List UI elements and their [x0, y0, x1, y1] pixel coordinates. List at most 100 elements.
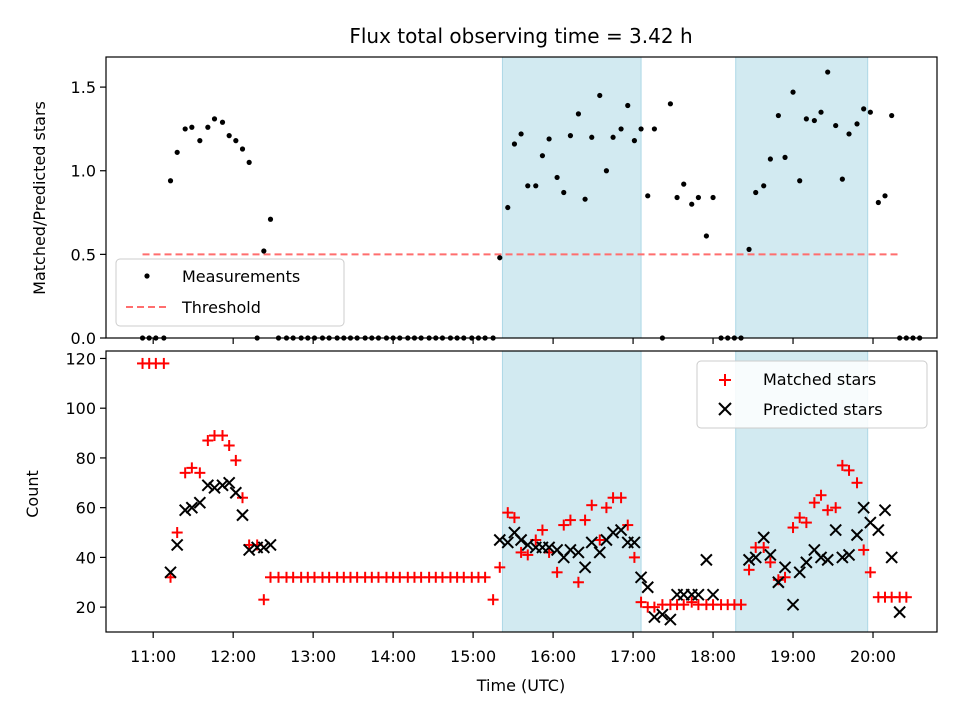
matched-point: [579, 514, 591, 526]
x-tick-label: 12:00: [210, 647, 256, 666]
matched-point: [648, 601, 660, 613]
matched-point: [179, 467, 191, 479]
matched-point: [508, 512, 520, 524]
matched-point: [515, 546, 527, 558]
matched-point: [851, 477, 863, 489]
matched-point: [558, 519, 570, 531]
matched-point: [594, 534, 606, 546]
predicted-point: [836, 551, 849, 564]
measurement-point: [533, 183, 539, 189]
matched-point: [186, 462, 198, 474]
matched-point: [237, 492, 249, 504]
matched-point: [779, 571, 791, 583]
measurement-point: [674, 194, 680, 201]
measurement-point: [505, 204, 511, 211]
measurement-point: [618, 126, 624, 132]
matched-point: [202, 435, 214, 447]
matched-point: [686, 596, 698, 608]
measurement-point: [651, 126, 658, 132]
matched-point: [735, 599, 747, 611]
predicted-point: [700, 553, 713, 567]
measurement-point: [645, 193, 651, 199]
measurement-point: [825, 69, 831, 75]
y-tick-label: 0.5: [71, 245, 96, 264]
matched-point: [487, 594, 499, 606]
measurement-point: [803, 116, 809, 122]
measurement-point: [811, 117, 817, 124]
predicted-point: [164, 566, 177, 579]
measurement-point: [239, 146, 246, 152]
matched-point: [615, 492, 627, 504]
legend-marker-measurements: [144, 273, 150, 279]
top-legend: Measurements Threshold: [115, 258, 345, 327]
predicted-point: [872, 523, 885, 537]
bottom-panel: 20 40 60 80 100 120 11:00 12:00 13:00 14:00 15:00…: [23, 349, 938, 695]
predicted-stars-series: [164, 476, 906, 626]
measurement-point: [597, 92, 603, 99]
legend-label-predicted: Predicted stars: [763, 400, 883, 419]
measurement-point: [546, 136, 552, 142]
predicted-point: [493, 533, 506, 547]
predicted-point: [193, 496, 207, 509]
predicted-point: [564, 543, 577, 557]
matched-point: [858, 544, 870, 556]
predicted-point: [229, 486, 243, 499]
predicted-point: [628, 536, 641, 549]
measurement-point: [861, 106, 867, 112]
predicted-point: [692, 588, 705, 601]
measurement-point: [753, 189, 759, 196]
predicted-point: [648, 610, 661, 624]
measurement-point: [219, 119, 226, 125]
measurement-point: [211, 116, 218, 122]
predicted-point: [857, 501, 870, 514]
matched-point: [743, 564, 755, 576]
measurement-point: [497, 255, 503, 261]
y-tick-label: 0.0: [71, 329, 96, 348]
x-tick-label: 11:00: [130, 647, 176, 666]
matched-point: [522, 549, 534, 561]
measurement-point: [867, 109, 873, 115]
matched-point: [808, 497, 820, 509]
matched-point: [864, 566, 876, 578]
y-tick-label: 20: [76, 598, 96, 617]
bottom-legend: Matched stars Predicted stars: [696, 360, 928, 429]
predicted-point: [749, 551, 762, 564]
bottom-y-ticks: 20 40 60 80 100 120: [65, 349, 106, 617]
measurement-point: [638, 126, 644, 132]
measurement-point: [267, 216, 274, 222]
predicted-point: [778, 561, 792, 574]
measurement-point: [182, 126, 188, 132]
matched-point: [171, 527, 183, 539]
measurement-point: [567, 133, 574, 139]
measurement-point: [761, 183, 767, 189]
matched-point: [800, 517, 812, 529]
legend-marker-matched: [719, 374, 731, 386]
top-y-ticks: 0.0 0.5 1.0 1.5: [71, 78, 106, 348]
top-panel: 0.0 0.5 1.0 1.5 Matched/Predicted stars Mea…: [30, 56, 938, 348]
predicted-point: [706, 588, 720, 601]
measurement-point: [167, 178, 174, 184]
y-tick-label: 1.5: [71, 78, 96, 97]
predicted-point: [772, 576, 785, 589]
measurement-point: [667, 101, 673, 107]
measurement-point: [846, 131, 852, 137]
chart-title: Flux total observing time = 3.42 h: [349, 24, 692, 48]
measurement-point: [889, 112, 895, 119]
measurement-point: [833, 122, 839, 129]
predicted-point: [742, 553, 756, 567]
measurement-point: [797, 178, 803, 184]
measurement-point: [603, 168, 610, 174]
matched-point: [586, 499, 598, 511]
matched-point: [502, 507, 514, 519]
matched-point: [551, 566, 563, 578]
predicted-point: [521, 538, 534, 552]
predicted-point: [572, 546, 585, 559]
predicted-point: [878, 503, 892, 517]
measurement-point: [205, 124, 211, 130]
predicted-point: [585, 536, 598, 549]
matched-point: [494, 561, 506, 573]
matched-point: [622, 519, 634, 531]
predicted-point: [606, 526, 620, 539]
y-tick-label: 40: [76, 548, 96, 567]
matched-point: [900, 591, 912, 603]
